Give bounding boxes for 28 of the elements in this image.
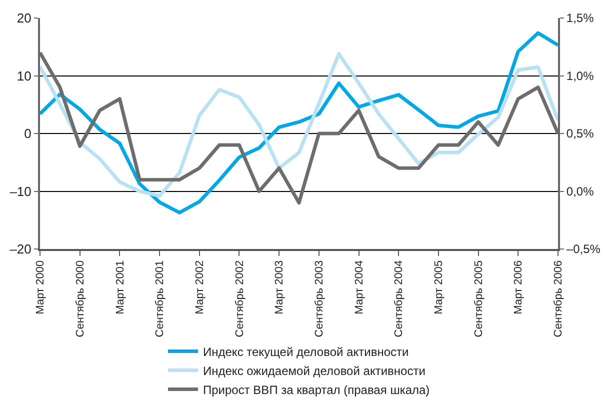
y-tick-label: 10 xyxy=(16,68,32,84)
x-tick-label: Март 2006 xyxy=(512,260,525,314)
x-tick-label: Сентябрь 2001 xyxy=(154,260,166,338)
x-tick-label: Март 2005 xyxy=(433,260,446,314)
y2-tick-label: 1,0% xyxy=(566,68,594,83)
x-tick-label: Сентябрь 2006 xyxy=(552,260,565,338)
x-tick-label: Сентябрь 2005 xyxy=(472,260,485,338)
y-tick-label: –20 xyxy=(10,242,32,257)
x-tick-label: Март 2002 xyxy=(194,260,206,314)
x-tick-label: Сентябрь 2002 xyxy=(234,260,246,338)
y2-tick-label: 0,0% xyxy=(566,184,594,198)
legend-label: Индекс текущей деловой активности xyxy=(203,344,409,359)
legend-label: Индекс ожидаемой деловой активности xyxy=(203,364,426,378)
x-tick-label: Март 2003 xyxy=(274,260,286,314)
y2-tick-label: –0,5% xyxy=(566,242,601,256)
y2-tick-label: 0,5% xyxy=(566,126,594,141)
x-tick-label: Сентябрь 2000 xyxy=(74,260,86,338)
x-tick-label: Сентябрь 2003 xyxy=(313,260,326,338)
x-tick-label: Март 2004 xyxy=(353,260,366,314)
y-tick-label: 20 xyxy=(16,10,32,26)
x-tick-label: Сентябрь 2004 xyxy=(393,260,406,338)
y-tick-label: –10 xyxy=(10,184,32,199)
x-tick-label: Март 2000 xyxy=(34,260,47,314)
legend-label: Прирост ВВП за квартал (правая шкала) xyxy=(203,382,430,397)
x-tick-label: Март 2001 xyxy=(114,260,126,314)
y-tick-label: 0 xyxy=(24,126,32,142)
line-series xyxy=(40,31,558,214)
y2-tick-label: 1,5% xyxy=(566,11,594,26)
